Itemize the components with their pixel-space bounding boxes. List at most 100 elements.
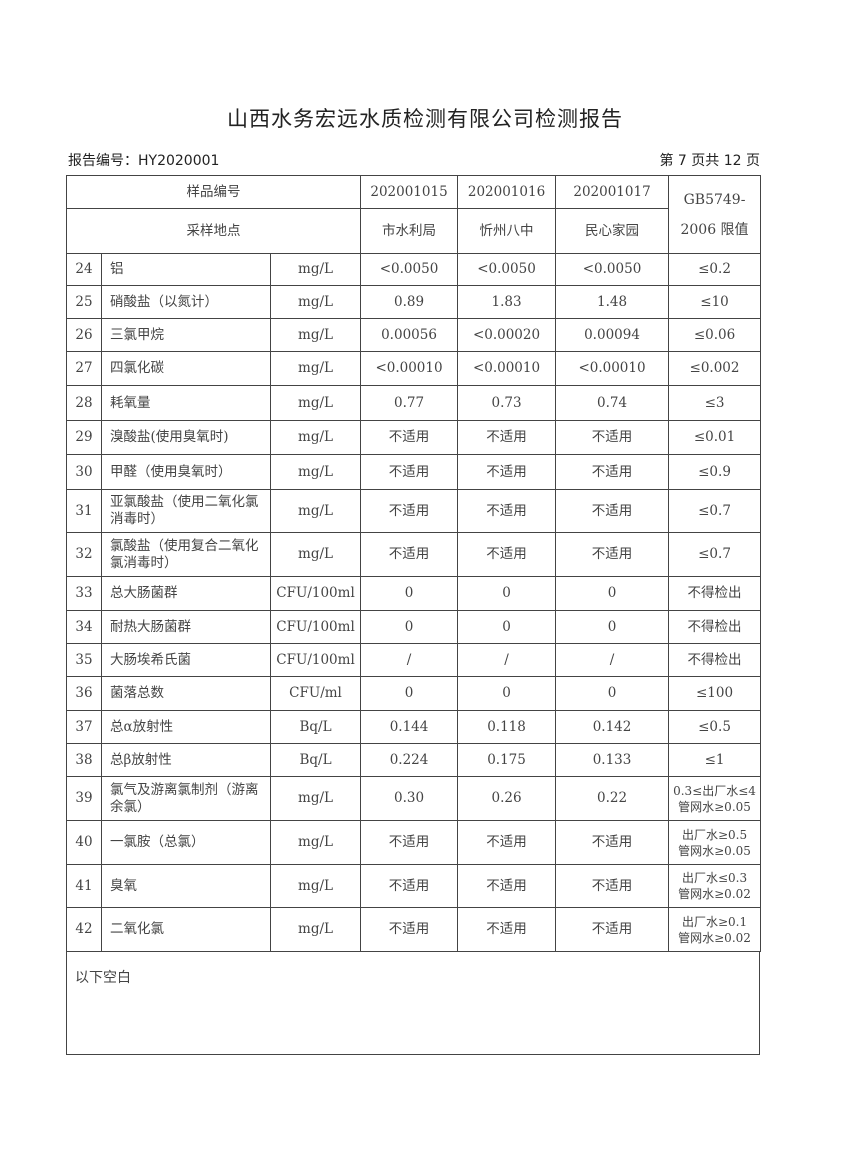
result-value: 0	[360, 610, 459, 644]
result-value: <0.0050	[457, 253, 557, 286]
unit: CFU/100ml	[269, 576, 362, 611]
result-value: 0.30	[360, 776, 459, 821]
item-name: 一氯胺（总氯）	[101, 820, 271, 865]
item-number: 30	[66, 454, 102, 490]
result-value: 不适用	[555, 420, 670, 455]
unit: mg/L	[269, 489, 362, 533]
limit-value: ≤0.7	[668, 532, 762, 577]
result-value: 0.133	[555, 743, 670, 777]
footer-note: 以下空白	[75, 970, 131, 986]
table-row: 36 菌落总数 CFU/ml 0 0 0 ≤100	[66, 676, 762, 711]
unit: mg/L	[269, 454, 362, 490]
result-value: 不适用	[457, 420, 557, 455]
item-number: 28	[66, 385, 102, 421]
result-value: 0.73	[457, 385, 557, 421]
result-value: 1.83	[457, 285, 557, 319]
item-number: 34	[66, 610, 102, 644]
result-value: 不适用	[360, 420, 459, 455]
report-title: 山西水务宏远水质检测有限公司检测报告	[227, 107, 623, 131]
result-value: 不适用	[555, 532, 670, 577]
result-value: 不适用	[555, 454, 670, 490]
result-value: 0.142	[555, 710, 670, 744]
item-name: 大肠埃希氏菌	[101, 643, 271, 677]
limit-value: ≤0.002	[668, 351, 762, 386]
limit-value: 出厂水≥0.1 管网水≥0.02	[668, 907, 762, 952]
item-number: 32	[66, 532, 102, 577]
result-value: <0.0050	[360, 253, 459, 286]
item-name: 硝酸盐（以氮计）	[101, 285, 271, 319]
result-value: 不适用	[457, 454, 557, 490]
table-row: 42 二氧化氯 mg/L 不适用 不适用 不适用 出厂水≥0.1 管网水≥0.02	[66, 907, 762, 952]
limit-value: ≤1	[668, 743, 762, 777]
result-value: <0.00010	[555, 351, 670, 386]
limit-value: 不得检出	[668, 576, 762, 611]
result-value: 0	[555, 576, 670, 611]
result-value: 0.00056	[360, 318, 459, 352]
unit: mg/L	[269, 318, 362, 352]
table-row: 35 大肠埃希氏菌 CFU/100ml / / / 不得检出	[66, 643, 762, 677]
location-label: 采样地点	[65, 208, 362, 254]
unit: mg/L	[269, 385, 362, 421]
sample-no: 202001015	[360, 175, 459, 209]
sample-no-label: 样品编号	[65, 175, 362, 209]
result-value: 0.144	[360, 710, 459, 744]
item-name: 菌落总数	[101, 676, 271, 711]
table-row: 33 总大肠菌群 CFU/100ml 0 0 0 不得检出	[66, 576, 762, 611]
item-number: 31	[66, 489, 102, 533]
limit-value: 出厂水≥0.5 管网水≥0.05	[668, 820, 762, 865]
result-value: 不适用	[457, 820, 557, 865]
item-name: 溴酸盐(使用臭氧时)	[101, 420, 271, 455]
result-value: 0	[360, 576, 459, 611]
item-name: 耗氧量	[101, 385, 271, 421]
item-name: 总大肠菌群	[101, 576, 271, 611]
item-number: 27	[66, 351, 102, 386]
limit-value: 不得检出	[668, 643, 762, 677]
result-value: 不适用	[360, 532, 459, 577]
limit-value: ≤0.2	[668, 253, 762, 286]
table-row: 41 臭氧 mg/L 不适用 不适用 不适用 出厂水≤0.3 管网水≥0.02	[66, 864, 762, 908]
item-name: 耐热大肠菌群	[101, 610, 271, 644]
result-value: 0	[555, 610, 670, 644]
table-row: 26 三氯甲烷 mg/L 0.00056 <0.00020 0.00094 ≤0.06	[66, 318, 762, 352]
result-value: 1.48	[555, 285, 670, 319]
sample-no: 202001017	[555, 175, 670, 209]
table-row: 24 铝 mg/L <0.0050 <0.0050 <0.0050 ≤0.2	[66, 253, 762, 286]
item-name: 二氧化氯	[101, 907, 271, 952]
result-value: 0.175	[457, 743, 557, 777]
limit-header: GB5749-2006 限值	[668, 175, 762, 254]
unit: mg/L	[269, 351, 362, 386]
result-value: <0.00020	[457, 318, 557, 352]
result-value: 0.26	[457, 776, 557, 821]
page-info: 第 7 页共 12 页	[659, 153, 760, 169]
blank-area: 以下空白	[66, 951, 760, 1055]
unit: mg/L	[269, 420, 362, 455]
table-row: 27 四氯化碳 mg/L <0.00010 <0.00010 <0.00010 ≤0.002	[66, 351, 762, 386]
table-row: 31 亚氯酸盐（使用二氧化氯消毒时） mg/L 不适用 不适用 不适用 ≤0.7	[66, 489, 762, 533]
item-number: 25	[66, 285, 102, 319]
unit: mg/L	[269, 864, 362, 908]
limit-value: ≤0.5	[668, 710, 762, 744]
result-value: /	[555, 643, 670, 677]
result-value: 不适用	[360, 489, 459, 533]
limit-value: 0.3≤出厂水≤4 管网水≥0.05	[668, 776, 762, 821]
result-value: 0	[360, 676, 459, 711]
limit-value: ≤0.01	[668, 420, 762, 455]
item-name: 总α放射性	[101, 710, 271, 744]
result-value: 不适用	[360, 864, 459, 908]
item-number: 33	[66, 576, 102, 611]
result-value: 0.00094	[555, 318, 670, 352]
item-number: 24	[66, 253, 102, 286]
item-number: 39	[66, 776, 102, 821]
item-number: 40	[66, 820, 102, 865]
sample-no: 202001016	[457, 175, 557, 209]
table-row: 38 总β放射性 Bq/L 0.224 0.175 0.133 ≤1	[66, 743, 762, 777]
result-value: 不适用	[555, 489, 670, 533]
table-row: 37 总α放射性 Bq/L 0.144 0.118 0.142 ≤0.5	[66, 710, 762, 744]
item-name: 亚氯酸盐（使用二氧化氯消毒时）	[101, 489, 271, 533]
limit-value: ≤3	[668, 385, 762, 421]
result-value: 不适用	[555, 864, 670, 908]
table-row: 28 耗氧量 mg/L 0.77 0.73 0.74 ≤3	[66, 385, 762, 421]
result-value: 不适用	[457, 907, 557, 952]
item-number: 36	[66, 676, 102, 711]
result-value: 0	[457, 610, 557, 644]
